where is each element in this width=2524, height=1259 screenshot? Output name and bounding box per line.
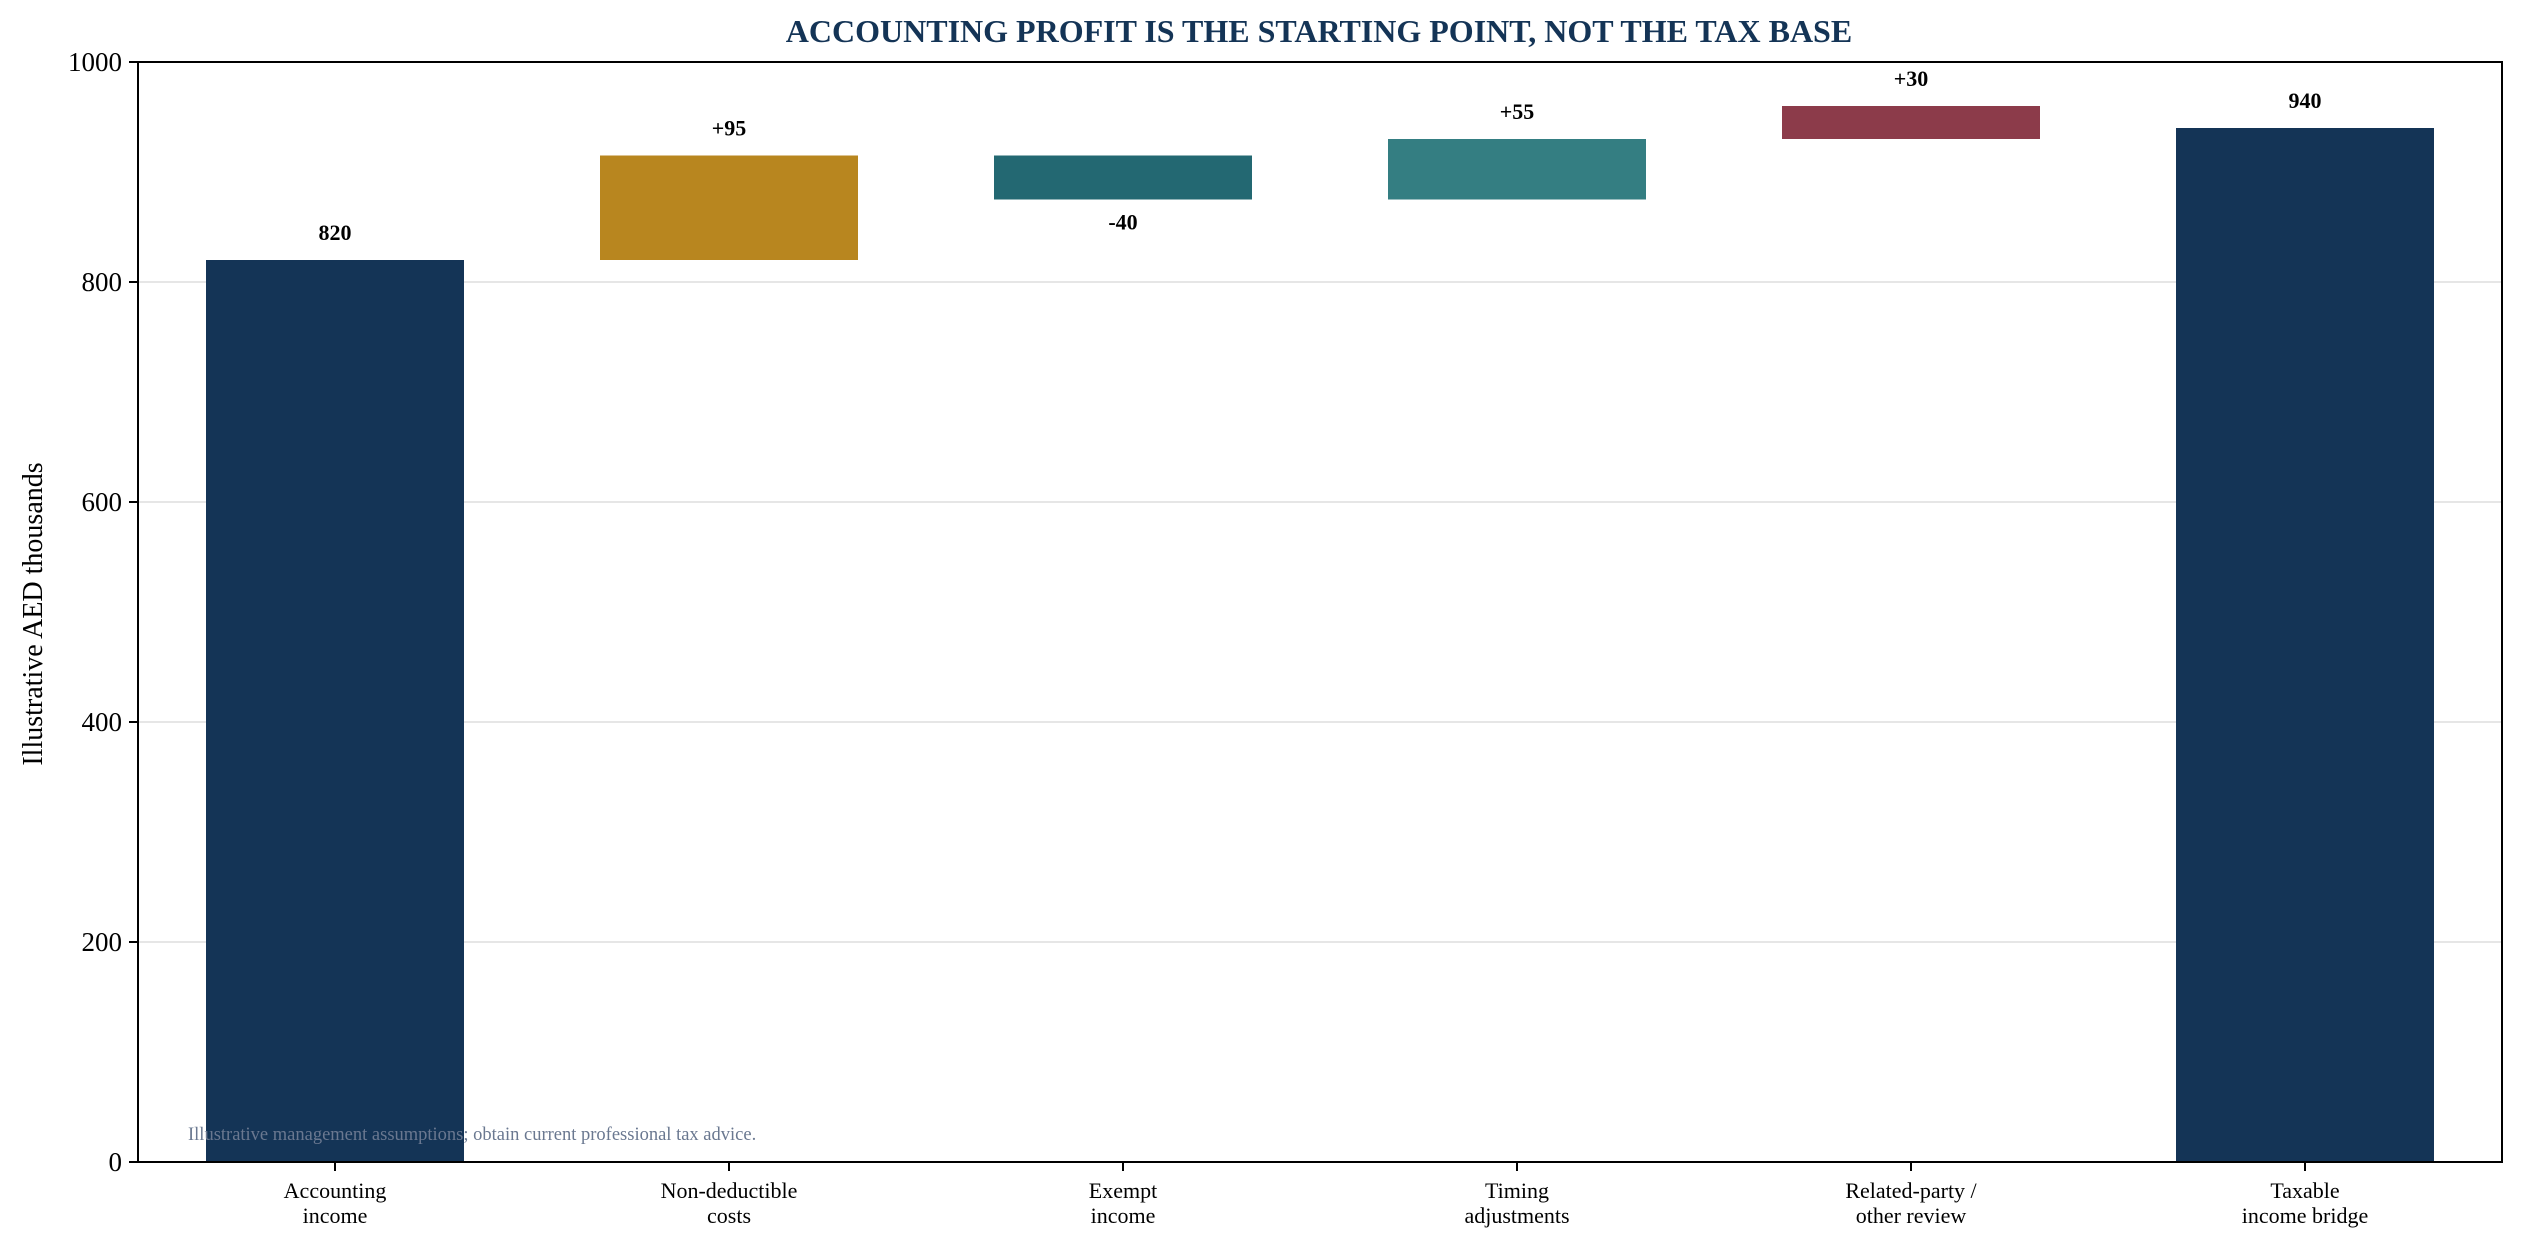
x-tick-label: Taxable — [2270, 1178, 2339, 1203]
bar-4 — [1782, 106, 2040, 139]
y-tick-label: 800 — [82, 267, 123, 297]
data-label: +30 — [1894, 66, 1929, 91]
y-axis-label: Illustrative AED thousands — [18, 462, 49, 765]
bars-group — [206, 106, 2434, 1162]
x-tick-label: income — [1091, 1203, 1156, 1228]
data-label: 940 — [2289, 88, 2322, 113]
bar-0 — [206, 260, 464, 1162]
x-tick-label: Timing — [1485, 1178, 1549, 1203]
data-label: -40 — [1108, 210, 1137, 235]
x-tick-label: Accounting — [284, 1178, 387, 1203]
y-tick-label: 0 — [109, 1147, 123, 1177]
y-tick-label: 1000 — [68, 47, 122, 77]
y-tick-label: 200 — [82, 927, 123, 957]
bar-3 — [1388, 139, 1646, 200]
data-label: 820 — [319, 220, 352, 245]
y-tick-label: 600 — [82, 487, 123, 517]
y-tick-label: 400 — [82, 707, 123, 737]
x-tick-label: income — [303, 1203, 368, 1228]
chart-title: ACCOUNTING PROFIT IS THE STARTING POINT,… — [786, 13, 1852, 49]
x-tick-label: other review — [1856, 1203, 1967, 1228]
x-tick-label: Exempt — [1089, 1178, 1157, 1203]
bar-1 — [600, 155, 858, 260]
bar-5 — [2176, 128, 2434, 1162]
x-tick-label: Non-deductible — [661, 1178, 798, 1203]
x-tick-label: adjustments — [1464, 1203, 1569, 1228]
x-tick-label: income bridge — [2242, 1203, 2368, 1228]
x-axis-ticks: AccountingincomeNon-deductiblecostsExemp… — [284, 1162, 2368, 1228]
footnote: Illustrative management assumptions; obt… — [188, 1125, 756, 1145]
data-label: +95 — [712, 116, 747, 141]
bar-2 — [994, 155, 1252, 200]
data-labels-group: 820 +95 -40 +55 +30 940 — [319, 66, 2322, 245]
grid-lines — [138, 61, 2502, 943]
x-tick-label: costs — [707, 1203, 751, 1228]
plot-frame — [137, 61, 2503, 1163]
x-tick-label: Related-party / — [1845, 1178, 1977, 1203]
data-label: +55 — [1500, 99, 1535, 124]
y-axis-ticks: 0 200 400 600 800 1000 — [68, 47, 138, 1177]
